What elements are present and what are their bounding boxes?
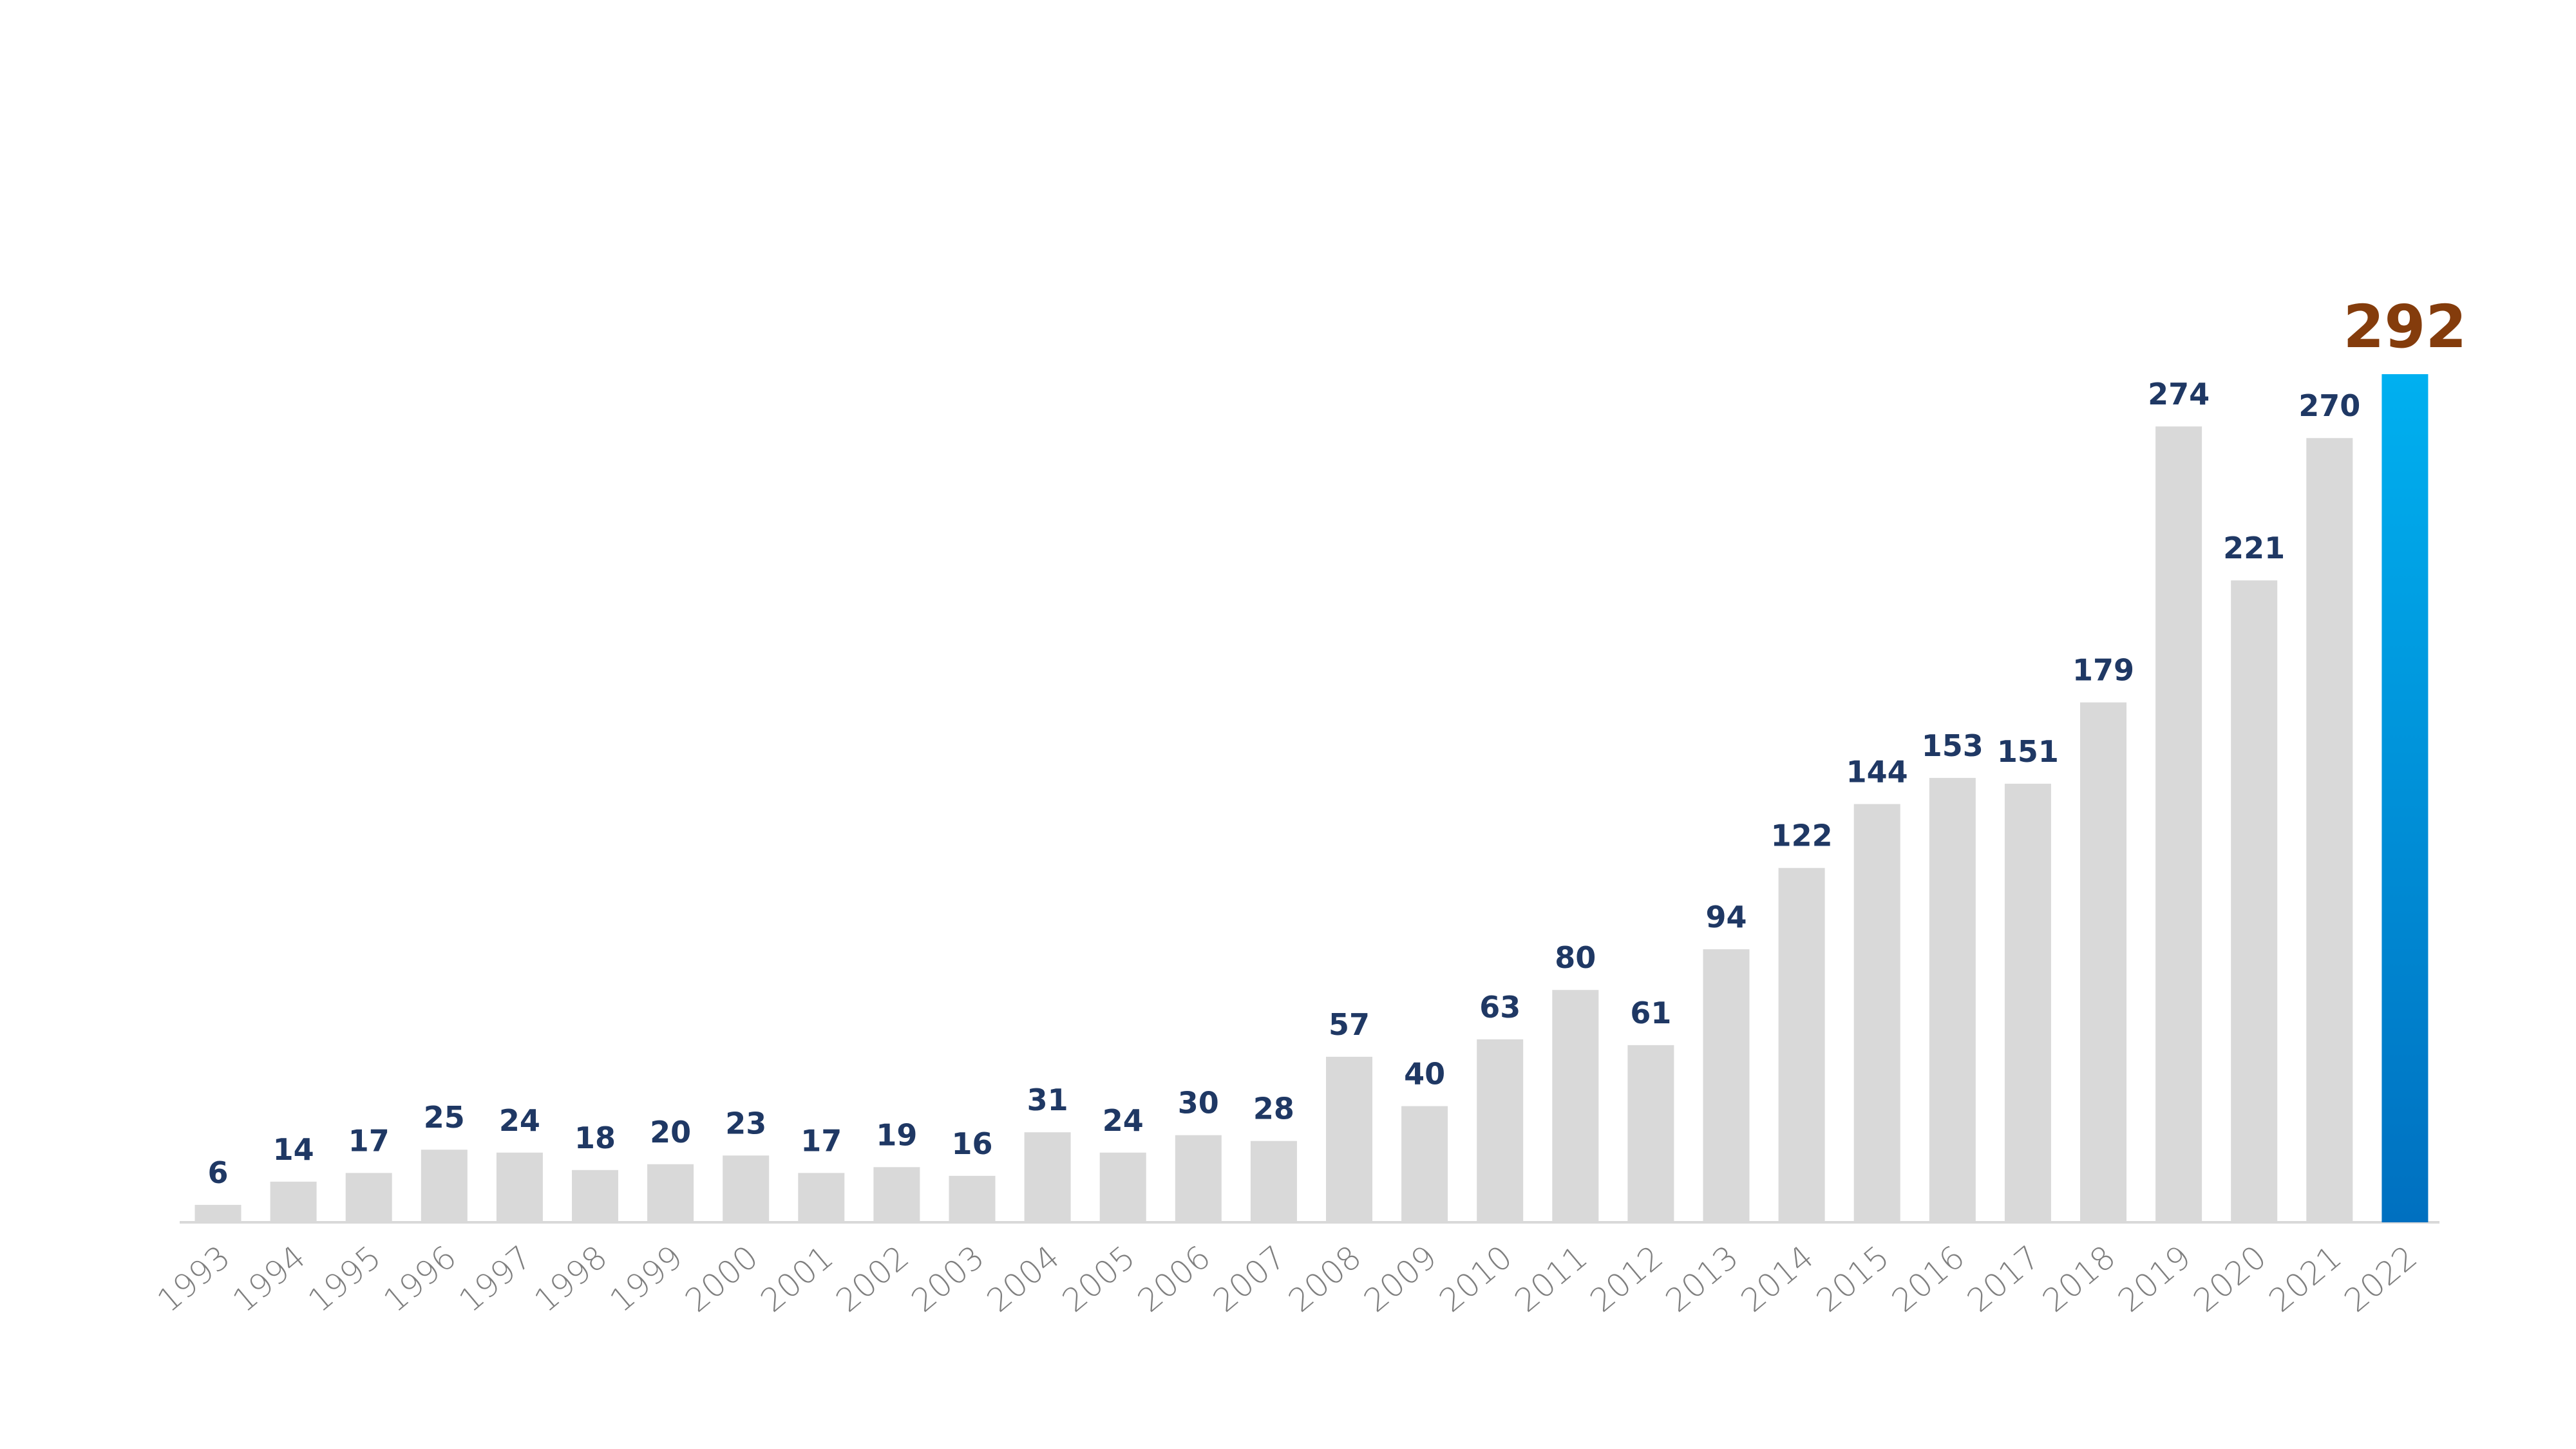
x-tick-label: 2010 — [1432, 1238, 1519, 1320]
x-tick-label: 1999 — [603, 1238, 690, 1320]
bar — [270, 1181, 317, 1222]
data-label: 6 — [207, 1155, 228, 1190]
bar — [1477, 1039, 1524, 1222]
x-tick-label: 1996 — [377, 1238, 464, 1320]
bar — [2382, 374, 2429, 1222]
x-tick-label: 1998 — [527, 1238, 614, 1320]
bar — [949, 1175, 996, 1222]
x-tick-label: 2003 — [904, 1238, 991, 1320]
x-tick-label: 2000 — [678, 1238, 765, 1320]
data-label: 57 — [1329, 1007, 1370, 1042]
data-label: 270 — [2298, 388, 2360, 423]
data-label: 24 — [499, 1103, 540, 1138]
bar — [1929, 777, 1976, 1222]
data-label: 63 — [1479, 990, 1520, 1025]
data-label: 274 — [2148, 377, 2210, 412]
data-label: 292 — [2343, 292, 2467, 361]
x-tick-label: 2020 — [2186, 1238, 2273, 1320]
data-label: 80 — [1555, 940, 1596, 975]
bar — [2080, 702, 2126, 1222]
data-label: 25 — [424, 1100, 465, 1135]
data-label: 151 — [1997, 734, 2059, 769]
x-tick-label: 1997 — [452, 1238, 539, 1320]
bar — [1250, 1141, 1297, 1222]
data-label: 144 — [1846, 755, 1908, 790]
data-label: 179 — [2072, 653, 2134, 688]
bar — [1853, 804, 1900, 1222]
x-tick-label: 1994 — [226, 1238, 313, 1320]
bar — [2155, 426, 2202, 1222]
x-tick-label: 2006 — [1131, 1238, 1218, 1320]
bar — [1401, 1106, 1448, 1222]
bar — [873, 1167, 920, 1222]
x-tick-label: 2016 — [1885, 1238, 1972, 1320]
data-label: 94 — [1705, 900, 1747, 934]
bar — [1552, 990, 1599, 1222]
x-tick-label: 2008 — [1282, 1238, 1368, 1320]
x-tick-label: 2005 — [1056, 1238, 1142, 1320]
data-label: 19 — [876, 1117, 917, 1152]
x-tick-label: 2013 — [1658, 1238, 1745, 1320]
bar — [2004, 783, 2051, 1222]
data-label: 28 — [1253, 1092, 1294, 1126]
bar — [1024, 1132, 1071, 1222]
data-label: 30 — [1178, 1086, 1219, 1121]
x-tick-label: 1993 — [150, 1238, 237, 1320]
x-tick-label: 2009 — [1357, 1238, 1444, 1320]
data-label: 18 — [574, 1121, 616, 1155]
x-tick-label: 2002 — [829, 1238, 916, 1320]
x-tick-label: 2011 — [1508, 1238, 1595, 1320]
bar — [1175, 1135, 1222, 1222]
bar — [1627, 1045, 1674, 1222]
x-tick-label: 2017 — [1960, 1238, 2047, 1320]
x-tick-label: 2019 — [2111, 1238, 2198, 1320]
bar — [572, 1170, 618, 1222]
data-label: 17 — [800, 1123, 842, 1158]
x-tick-label: 2012 — [1583, 1238, 1670, 1320]
bar — [496, 1152, 543, 1222]
bar — [2306, 438, 2353, 1222]
bar — [1703, 949, 1750, 1222]
x-tick-label: 2001 — [753, 1238, 840, 1320]
x-tick-label: 2014 — [1734, 1238, 1821, 1320]
x-tick-label: 2018 — [2036, 1238, 2123, 1320]
x-tick-label: 2015 — [1810, 1238, 1897, 1320]
data-label: 61 — [1630, 996, 1671, 1030]
x-tick-label: 2021 — [2262, 1238, 2349, 1320]
bar — [1778, 867, 1825, 1222]
bar — [798, 1173, 845, 1222]
bar — [723, 1155, 770, 1222]
bar — [421, 1150, 468, 1222]
data-label: 14 — [273, 1132, 314, 1167]
bar — [647, 1164, 694, 1222]
data-label: 24 — [1103, 1103, 1144, 1138]
x-tick-label: 2007 — [1206, 1238, 1293, 1320]
data-label: 221 — [2223, 531, 2285, 565]
bar — [1326, 1056, 1372, 1222]
x-tick-label: 2004 — [980, 1238, 1067, 1320]
data-label: 40 — [1404, 1057, 1445, 1092]
data-label: 23 — [725, 1106, 766, 1141]
bar — [2231, 580, 2278, 1222]
data-label: 122 — [1771, 819, 1833, 853]
data-label: 31 — [1027, 1083, 1068, 1117]
data-label: 16 — [951, 1126, 992, 1161]
x-tick-label: 1995 — [301, 1238, 388, 1320]
bar — [194, 1204, 242, 1222]
data-label: 20 — [650, 1115, 691, 1150]
bar — [345, 1173, 392, 1222]
data-label: 153 — [1922, 728, 1984, 763]
bar — [1099, 1152, 1146, 1222]
data-label: 17 — [348, 1123, 390, 1158]
x-tick-label: 2022 — [2337, 1238, 2424, 1320]
